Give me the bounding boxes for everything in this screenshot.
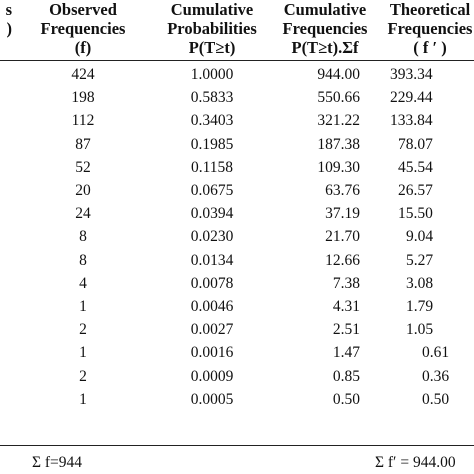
cumulative-probability: 0.0078	[190, 274, 234, 292]
table-row: 4 0.0078 7.38 3.08	[0, 272, 474, 295]
theoretical-frequency: 229.44	[390, 89, 433, 107]
theoretical-frequency: 133.84	[390, 112, 433, 130]
cumulative-probability: 0.0027	[190, 321, 234, 339]
theoretical-frequency: 45.54	[398, 158, 433, 176]
observed-frequency: 424	[71, 66, 95, 83]
header-line: Frequencies	[40, 19, 126, 38]
cumulative-probability: 0.0675	[190, 182, 234, 199]
theoretical-frequency: 1.05	[406, 321, 434, 339]
header-line: Frequencies	[387, 19, 473, 38]
theoretical-frequency: 26.57	[398, 182, 433, 199]
table-row: 20 0.0675 63.76 26.57	[0, 179, 474, 202]
table-row: 24 0.0394 37.19 15.50	[0, 202, 474, 225]
cumulative-probability: 0.1158	[190, 158, 234, 176]
table-row: 1 0.0016 1.47 0.61	[0, 341, 474, 364]
cumulative-probability: 0.0005	[190, 390, 234, 408]
cumulative-probability: 0.0394	[190, 205, 234, 223]
header-line: )	[6, 19, 13, 38]
header-line: P(T≥t).Σf	[291, 38, 359, 57]
table-row: 8 0.0230 21.70 9.04	[0, 225, 474, 248]
theoretical-frequency: 3.08	[406, 274, 434, 292]
cumulative-frequency: 2.51	[332, 321, 360, 339]
cumulative-frequency: 321.22	[317, 112, 360, 130]
observed-frequency: 1	[79, 390, 87, 408]
cumulative-frequency: 37.19	[325, 205, 360, 223]
theoretical-frequency: 0.36	[422, 367, 450, 385]
cumulative-probability: 0.5833	[190, 89, 234, 107]
observed-frequency: 198	[71, 89, 95, 107]
observed-frequency: 1	[79, 298, 87, 315]
header-col-cum-prob: Cumulative Probabilities P(T≥t)	[147, 0, 277, 57]
header-line: Observed	[49, 0, 117, 19]
header-line: ( f ′ )	[413, 38, 447, 57]
theoretical-frequency: 9.04	[406, 228, 434, 246]
observed-frequency: 24	[75, 205, 91, 223]
table-row: 87 0.1985 187.38 78.07	[0, 133, 474, 156]
cumulative-frequency: 109.30	[317, 158, 360, 176]
sum-observed-frequency: Σ f=944	[32, 454, 83, 471]
header-col-observed: Observed Frequencies (f)	[23, 0, 143, 57]
header-line: (f)	[74, 38, 92, 57]
table-row: 112 0.3403 321.22 133.84	[0, 109, 474, 132]
footer-rule	[0, 445, 474, 446]
theoretical-frequency: 0.61	[422, 344, 450, 362]
table-row: 2 0.0009 0.85 0.36	[0, 365, 474, 388]
cumulative-frequency: 550.66	[317, 89, 360, 107]
observed-frequency: 2	[79, 321, 87, 339]
header-line: Frequencies	[282, 19, 368, 38]
observed-frequency: 2	[79, 367, 87, 385]
header-line: P(T≥t)	[188, 38, 236, 57]
cumulative-frequency: 63.76	[325, 182, 360, 199]
cumulative-probability: 0.3403	[190, 112, 234, 130]
table-row: 198 0.5833 550.66 229.44	[0, 86, 474, 109]
header-rule	[0, 60, 474, 61]
table-row: 8 0.0134 12.66 5.27	[0, 249, 474, 272]
cumulative-probability: 0.0134	[190, 251, 234, 269]
cumulative-probability: 0.0009	[190, 367, 234, 385]
observed-frequency: 1	[79, 344, 87, 362]
cumulative-frequency: 0.50	[332, 390, 360, 408]
cumulative-frequency: 21.70	[325, 228, 360, 246]
observed-frequency: 4	[79, 274, 87, 292]
cumulative-probability: 0.0230	[190, 228, 234, 246]
header-line: s	[5, 0, 12, 19]
theoretical-frequency: 0.50	[422, 390, 450, 408]
theoretical-frequency: 393.34	[390, 66, 433, 83]
cumulative-frequency: 1.47	[332, 344, 360, 362]
table-row: 2 0.0027 2.51 1.05	[0, 318, 474, 341]
observed-frequency: 112	[71, 112, 95, 130]
cumulative-probability: 0.0016	[190, 344, 234, 362]
observed-frequency: 20	[75, 182, 91, 199]
observed-frequency: 87	[75, 135, 91, 153]
cumulative-frequency: 12.66	[325, 251, 360, 269]
header-line: Cumulative	[170, 0, 254, 19]
header-col-theoretical: Theoretical Frequencies ( f ′ )	[375, 0, 474, 57]
observed-frequency: 8	[79, 251, 87, 269]
table-row: 1 0.0005 0.50 0.50	[0, 388, 474, 411]
cumulative-frequency: 944.00	[317, 66, 360, 83]
cumulative-frequency: 4.31	[332, 298, 360, 315]
cumulative-probability: 0.0046	[190, 298, 234, 315]
header-col-time: s )	[0, 0, 12, 38]
theoretical-frequency: 78.07	[398, 135, 433, 153]
cumulative-frequency: 7.38	[332, 274, 360, 292]
theoretical-frequency: 1.79	[406, 298, 434, 315]
observed-frequency: 52	[75, 158, 91, 176]
header-line: Probabilities	[167, 19, 257, 38]
theoretical-frequency: 15.50	[398, 205, 433, 223]
cumulative-frequency: 187.38	[317, 135, 360, 153]
table-row: 424 1.0000 944.00 393.34	[0, 63, 474, 86]
cumulative-probability: 0.1985	[190, 135, 234, 153]
cumulative-probability: 1.0000	[190, 66, 234, 83]
header-line: Theoretical	[389, 0, 471, 19]
theoretical-frequency: 5.27	[406, 251, 434, 269]
header-line: Cumulative	[283, 0, 367, 19]
cumulative-frequency: 0.85	[332, 367, 360, 385]
header-col-cum-freq: Cumulative Frequencies P(T≥t).Σf	[270, 0, 380, 57]
sum-theoretical-frequency: Σ f′ = 944.00	[375, 454, 456, 471]
table-row: 52 0.1158 109.30 45.54	[0, 156, 474, 179]
table-row: 1 0.0046 4.31 1.79	[0, 295, 474, 318]
observed-frequency: 8	[79, 228, 87, 246]
